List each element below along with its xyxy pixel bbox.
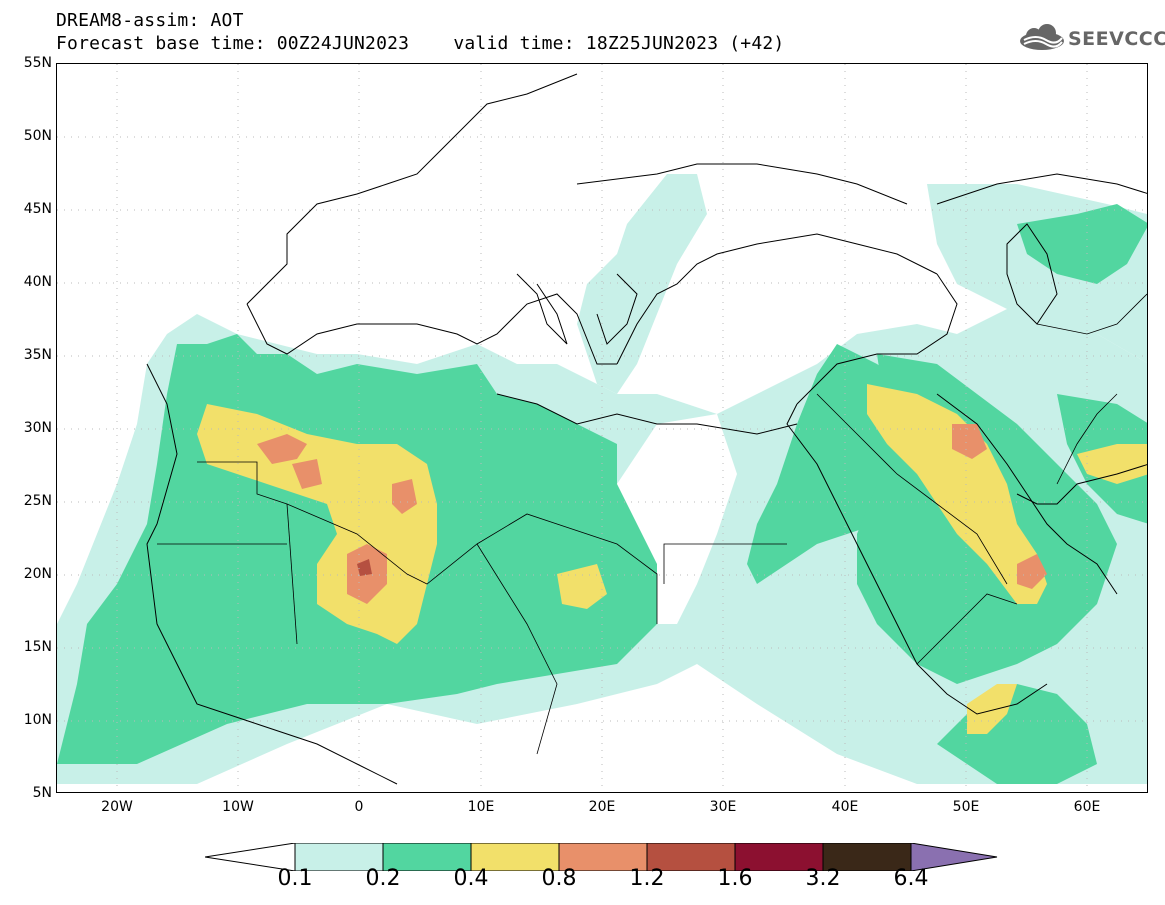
lat-label-10n: 10N xyxy=(23,712,52,728)
aot-contour-iraq-c3 xyxy=(867,384,1047,604)
aot-contour-mauritania-c5 xyxy=(357,559,372,576)
lat-label-35n: 35N xyxy=(23,347,52,363)
colorbar-label-3.2: 3.2 xyxy=(805,866,841,891)
lat-label-40n: 40N xyxy=(23,274,52,290)
lon-label-20w: 20W xyxy=(101,799,133,815)
colorbar-bin-0.4-0.8 xyxy=(470,843,560,871)
lon-label-10w: 10W xyxy=(222,799,254,815)
lat-label-20n: 20N xyxy=(23,566,52,582)
aot-contour-balkans-c1 xyxy=(577,174,707,394)
lat-label-50n: 50N xyxy=(23,128,52,144)
colorbar-label-6.4: 6.4 xyxy=(893,866,929,891)
aot-contour-algeria-c4 xyxy=(292,459,322,489)
lon-label-0: 0 xyxy=(354,799,364,815)
aot-contour-chad-c3 xyxy=(557,564,607,609)
lat-label-5n: 5N xyxy=(32,785,52,801)
lon-label-30e: 30E xyxy=(709,799,737,815)
valid-time-label: valid time: 18Z25JUN2023 (+42) xyxy=(453,33,785,54)
base-time-label: Forecast base time: 00Z24JUN2023 xyxy=(56,33,410,54)
lon-label-10e: 10E xyxy=(467,799,495,815)
aot-map xyxy=(56,63,1148,793)
aot-contour-wsahara-c4 xyxy=(257,434,307,464)
colorbar-bin-0.2-0.4 xyxy=(382,843,472,871)
borders xyxy=(157,293,1147,755)
aot-contour-somalia-c3 xyxy=(967,684,1017,734)
colorbar-label-0.2: 0.2 xyxy=(365,866,401,891)
lat-label-30n: 30N xyxy=(23,420,52,436)
aot-contour-iraq-c4 xyxy=(952,424,987,459)
colorbar-label-1.2: 1.2 xyxy=(629,866,665,891)
aot-map-canvas xyxy=(57,64,1147,792)
lat-label-15n: 15N xyxy=(23,639,52,655)
colorbar-bin-0.1-0.2 xyxy=(294,843,384,871)
lon-label-50e: 50E xyxy=(952,799,980,815)
aot-contours xyxy=(57,174,1147,784)
colorbar-label-0.1: 0.1 xyxy=(277,866,313,891)
aot-contour-iran-c3 xyxy=(1077,444,1147,484)
colorbar-bin-3.2-6.4 xyxy=(822,843,912,871)
colorbar-high-arrow xyxy=(910,843,998,871)
lon-label-60e: 60E xyxy=(1073,799,1101,815)
graticule xyxy=(57,64,1147,792)
seevccc-logo xyxy=(1020,24,1064,50)
colorbar-label-0.4: 0.4 xyxy=(453,866,489,891)
aot-colorbar xyxy=(205,843,998,871)
map-title: DREAM8-assim: AOT xyxy=(56,10,244,31)
colorbar-label-0.8: 0.8 xyxy=(541,866,577,891)
lat-label-55n: 55N xyxy=(23,55,52,71)
lon-label-40e: 40E xyxy=(831,799,859,815)
forecast-times: Forecast base time: 00Z24JUN2023 valid t… xyxy=(56,33,784,54)
aot-contour-libya-hole xyxy=(617,414,737,624)
coastlines xyxy=(146,73,1147,785)
aot-contour-oman-c4 xyxy=(1017,554,1047,589)
colorbar-bin-1.2-1.6 xyxy=(646,843,736,871)
lat-label-45n: 45N xyxy=(23,201,52,217)
lon-label-20e: 20E xyxy=(588,799,616,815)
colorbar-label-1.6: 1.6 xyxy=(717,866,753,891)
logo-text: SEEVCCC xyxy=(1068,28,1165,50)
lat-label-25n: 25N xyxy=(23,493,52,509)
aot-contour-algeria2-c4 xyxy=(392,479,417,514)
